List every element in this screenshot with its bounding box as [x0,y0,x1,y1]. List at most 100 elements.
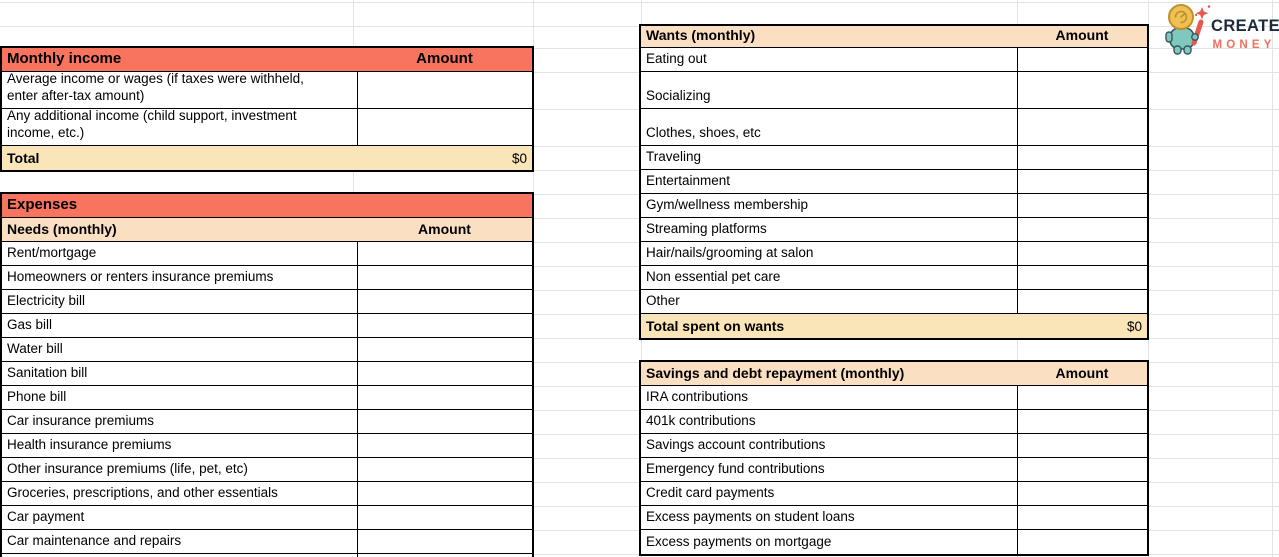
row-label-cell[interactable]: Other insurance premiums (life, pet, etc… [2,458,357,481]
row-label: Excess payments on student loans [646,509,855,524]
income-header-row[interactable]: Monthly income Amount [2,48,532,72]
row-label-cell[interactable]: Eating out [641,48,1017,71]
row-label-cell[interactable]: Entertainment [641,170,1017,193]
table-row: Other [641,290,1147,314]
row-label-cell[interactable]: Homeowners or renters insurance premiums [2,266,357,289]
amount-input-cell[interactable] [1017,458,1147,481]
row-label-cell[interactable]: Car insurance premiums [2,410,357,433]
coin-character-mascot-icon [1165,4,1211,55]
amount-input-cell[interactable] [1017,290,1147,313]
row-label-cell[interactable]: Credit card payments [641,482,1017,505]
savings-header-row[interactable]: Savings and debt repayment (monthly) Amou… [641,362,1147,386]
income-total-row[interactable]: Total $0 [2,146,532,170]
table-row: Water bill [2,338,532,362]
row-label-cell[interactable]: IRA contributions [641,386,1017,409]
row-label: IRA contributions [646,389,749,404]
table-row: Eating out [641,48,1147,72]
amount-input-cell[interactable] [1017,386,1147,409]
amount-input-cell[interactable] [357,72,532,108]
logo-text-create: CREATE [1211,17,1279,35]
row-label-cell[interactable]: Other [641,290,1017,313]
amount-input-cell[interactable] [1017,146,1147,169]
row-label-cell[interactable]: Car payment [2,506,357,529]
table-income: Monthly income Amount Average income or wa… [0,46,534,172]
row-label: Entertainment [646,173,731,188]
row-label-cell[interactable]: Savings account contributions [641,434,1017,457]
row-label-cell[interactable]: Water bill [2,338,357,361]
table-row: Car maintenance and repairs [2,530,532,554]
row-label-cell[interactable]: Average income or wages (if taxes were w… [2,72,357,108]
expenses-title-row[interactable]: Expenses [2,194,532,218]
amount-input-cell[interactable] [1017,506,1147,529]
wants-total-row[interactable]: Total spent on wants $0 [641,314,1147,338]
row-label-cell[interactable]: Phone bill [2,386,357,409]
table-row: Excess payments on student loans [641,506,1147,530]
row-label-cell[interactable]: 401k contributions [641,410,1017,433]
amount-input-cell[interactable] [357,266,532,289]
amount-column-header: Amount [418,221,471,237]
table-row: Gas bill [2,314,532,338]
amount-input-cell[interactable] [357,506,532,529]
amount-input-cell[interactable] [357,314,532,337]
row-label-cell[interactable]: Excess payments on mortgage [641,530,1017,554]
amount-input-cell[interactable] [1017,242,1147,265]
row-label-cell[interactable]: Health insurance premiums [2,434,357,457]
amount-input-cell[interactable] [1017,194,1147,217]
amount-input-cell[interactable] [357,554,532,557]
row-label-cell[interactable]: Excess payments on student loans [641,506,1017,529]
amount-input-cell[interactable] [357,410,532,433]
amount-input-cell[interactable] [1017,434,1147,457]
amount-input-cell[interactable] [1017,218,1147,241]
row-label-cell[interactable]: Groceries, prescriptions, and other esse… [2,482,357,505]
row-label: Car maintenance and repairs [7,533,182,548]
amount-input-cell[interactable] [357,434,532,457]
table-row: Excess payments on mortgage [641,530,1147,554]
logo-text-money: MONEY [1213,39,1276,51]
amount-column-header: Amount [416,50,473,67]
amount-input-cell[interactable] [357,290,532,313]
amount-input-cell[interactable] [357,242,532,265]
row-label-cell[interactable]: Non essential pet care [641,266,1017,289]
table-row: Any additional income (child support, in… [2,109,532,146]
row-label-cell[interactable]: Car maintenance and repairs [2,530,357,553]
amount-input-cell[interactable] [357,109,532,145]
amount-input-cell[interactable] [357,458,532,481]
table-row: Rent/mortgage [2,242,532,266]
row-label: 401k contributions [646,413,756,428]
amount-input-cell[interactable] [1017,109,1147,145]
amount-input-cell[interactable] [1017,530,1147,554]
row-label-cell[interactable]: Gym/wellness membership [641,194,1017,217]
expenses-header-row[interactable]: Needs (monthly) Amount [2,218,532,242]
table-row: Homeowners or renters insurance premiums [2,266,532,290]
row-label-cell[interactable]: Socializing [641,72,1017,108]
table-row: Emergency fund contributions [641,458,1147,482]
table-row: Clothes, shoes, etc [641,109,1147,146]
row-label-cell[interactable]: Streaming platforms [641,218,1017,241]
total-amount: $0 [1126,319,1142,334]
row-label-cell[interactable]: Traveling [641,146,1017,169]
amount-input-cell[interactable] [1017,72,1147,108]
amount-input-cell[interactable] [1017,48,1147,71]
row-label-cell[interactable]: Hair/nails/grooming at salon [641,242,1017,265]
amount-input-cell[interactable] [357,386,532,409]
row-label-cell[interactable]: Sanitation bill [2,362,357,385]
row-label-cell[interactable]: Emergency fund contributions [641,458,1017,481]
amount-input-cell[interactable] [1017,170,1147,193]
amount-input-cell[interactable] [1017,266,1147,289]
amount-input-cell[interactable] [357,338,532,361]
row-label-cell[interactable]: Clothes, shoes, etc [641,109,1017,145]
table-row: Savings account contributions [641,434,1147,458]
row-label-cell[interactable]: Rent/mortgage [2,242,357,265]
row-label-cell[interactable]: Any additional income (child support, in… [2,109,357,145]
row-label-cell[interactable]: Gas bill [2,314,357,337]
amount-input-cell[interactable] [357,362,532,385]
row-label: Water bill [7,341,63,356]
amount-input-cell[interactable] [357,530,532,553]
amount-input-cell[interactable] [1017,410,1147,433]
amount-input-cell[interactable] [1017,482,1147,505]
amount-column-header: Amount [1055,365,1109,381]
row-label: Other [646,293,680,308]
row-label-cell[interactable]: Electricity bill [2,290,357,313]
amount-input-cell[interactable] [357,482,532,505]
wants-header-row[interactable]: Wants (monthly) Amount [641,26,1147,48]
